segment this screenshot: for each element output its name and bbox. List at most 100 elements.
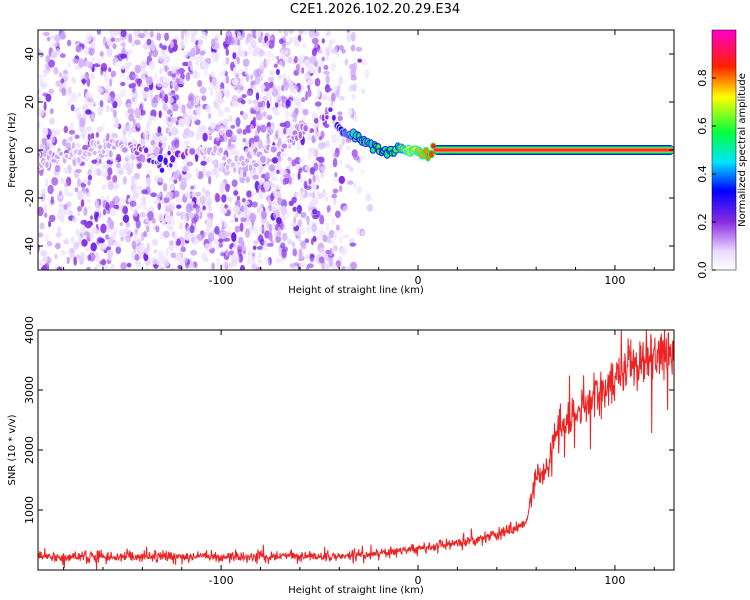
noise-speck — [250, 124, 254, 134]
noise-speck — [276, 217, 282, 225]
noise-speck — [48, 220, 52, 228]
noise-speck — [151, 217, 156, 224]
noise-speck — [346, 30, 350, 33]
noise-speck — [73, 256, 77, 266]
noise-speck — [170, 267, 176, 270]
noise-speck — [267, 126, 271, 132]
noise-speck — [187, 130, 195, 138]
noise-speck — [251, 255, 256, 265]
noise-speck — [143, 86, 150, 92]
noise-speck — [285, 109, 289, 119]
noise-speck — [66, 99, 72, 108]
noise-speck — [229, 219, 235, 224]
noise-speck — [90, 242, 97, 252]
noise-speck — [219, 231, 224, 239]
noise-speck — [326, 236, 332, 244]
noise-speck — [79, 117, 86, 128]
noise-speck — [165, 247, 169, 257]
noise-speck — [208, 232, 215, 242]
noise-speck — [318, 136, 323, 141]
noise-speck — [110, 237, 114, 246]
noise-speck — [251, 143, 255, 148]
noise-speck — [108, 67, 112, 73]
noise-speck — [292, 248, 298, 257]
noise-speck — [55, 232, 62, 238]
noise-speck — [71, 215, 78, 224]
noise-speck — [319, 214, 325, 225]
noise-speck — [125, 63, 131, 70]
noise-speck — [60, 249, 66, 256]
noise-speck — [87, 133, 91, 141]
noise-speck — [39, 143, 46, 153]
noise-speck — [347, 265, 352, 270]
noise-speck — [49, 135, 56, 144]
noise-speck — [38, 96, 42, 104]
noise-speck — [279, 122, 287, 128]
noise-speck — [115, 57, 119, 68]
noise-speck — [307, 204, 311, 213]
noise-speck — [187, 51, 194, 57]
noise-speck — [119, 222, 123, 227]
noise-speck — [100, 161, 106, 170]
noise-speck — [91, 56, 96, 62]
noise-speck — [311, 198, 317, 206]
noise-speck — [311, 223, 318, 233]
noise-speck — [283, 30, 288, 37]
noise-speck — [139, 212, 147, 218]
noise-speck — [195, 60, 199, 66]
trace-blob — [243, 157, 251, 164]
noise-speck — [146, 225, 150, 233]
noise-speck — [260, 124, 267, 133]
noise-speck — [364, 69, 370, 79]
spectrogram-y-ticks: -40 -20 0 20 40 — [23, 47, 674, 255]
noise-speck — [322, 234, 328, 243]
noise-speck — [206, 212, 213, 219]
noise-speck — [245, 228, 250, 238]
noise-speck — [95, 200, 100, 209]
x-tick-label: 100 — [604, 274, 625, 287]
noise-speck — [252, 84, 257, 92]
noise-speck — [269, 35, 276, 42]
noise-speck — [125, 234, 132, 243]
noise-speck — [293, 96, 301, 103]
noise-speck — [327, 43, 333, 52]
noise-speck — [208, 112, 212, 120]
noise-speck — [68, 86, 72, 95]
noise-speck — [218, 242, 224, 248]
noise-speck — [109, 207, 117, 217]
noise-speck — [147, 220, 151, 225]
noise-speck — [227, 193, 231, 198]
noise-speck — [318, 233, 323, 241]
noise-speck — [163, 135, 168, 142]
noise-speck — [338, 175, 345, 184]
noise-speck — [69, 247, 75, 254]
noise-speck — [277, 127, 281, 137]
noise-speck — [191, 37, 197, 44]
noise-speck — [253, 240, 260, 245]
noise-speck — [349, 167, 354, 172]
noise-speck — [158, 192, 162, 197]
noise-speck — [109, 200, 115, 208]
noise-speck — [355, 46, 363, 52]
noise-speck — [110, 106, 115, 112]
noise-speck — [225, 183, 230, 193]
noise-speck — [150, 140, 156, 146]
noise-speck — [44, 233, 50, 243]
x-tick-label: 0 — [415, 274, 422, 287]
noise-speck — [332, 157, 338, 168]
noise-speck — [326, 205, 331, 213]
noise-speck — [281, 249, 287, 258]
noise-speck — [42, 256, 49, 263]
noise-speck — [63, 204, 68, 210]
noise-speck — [298, 248, 303, 259]
noise-speck — [115, 246, 122, 255]
noise-speck — [127, 108, 135, 115]
noise-speck — [256, 68, 262, 77]
noise-speck — [342, 205, 350, 214]
noise-speck — [163, 196, 170, 204]
noise-speck — [92, 226, 98, 234]
noise-speck — [166, 109, 172, 115]
noise-speck — [167, 116, 172, 122]
noise-speck — [221, 194, 227, 203]
noise-speck — [81, 104, 89, 111]
